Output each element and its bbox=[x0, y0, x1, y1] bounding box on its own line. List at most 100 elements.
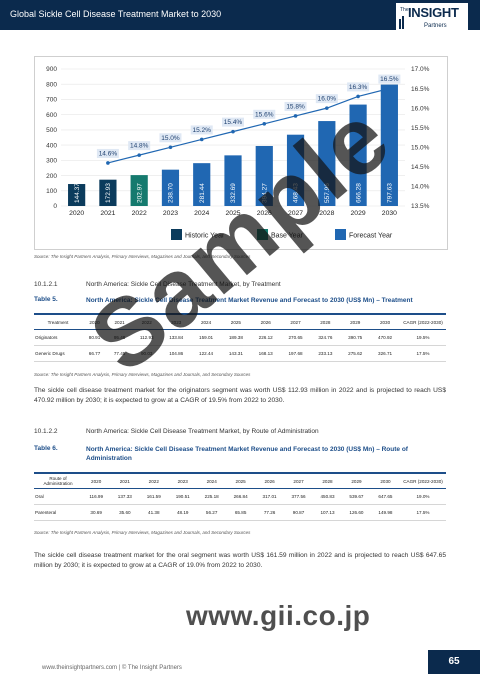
table-cell: 137.33 bbox=[110, 488, 140, 505]
table-cell: 95.48 bbox=[107, 329, 133, 346]
table-row: Oral 116.99 137.33 161.59 190.51 225.18 266.84… bbox=[34, 488, 446, 505]
table-cell: 17.5% bbox=[400, 504, 446, 521]
table-cell: 275.62 bbox=[340, 345, 371, 362]
table-cell: 17.5% bbox=[400, 345, 446, 362]
bar bbox=[349, 104, 367, 206]
row-label: Originators bbox=[34, 329, 82, 346]
bar-value-label: 202.97 bbox=[136, 183, 143, 203]
table-cell: 539.67 bbox=[341, 488, 371, 505]
header-title: Global Sickle Cell Disease Treatment Mar… bbox=[10, 9, 222, 19]
growth-point bbox=[106, 161, 110, 165]
table-cell: 470.92 bbox=[370, 329, 400, 346]
table-cell: 377.56 bbox=[284, 488, 314, 505]
column-header: 2020 bbox=[82, 313, 108, 330]
growth-label-bg bbox=[96, 148, 119, 158]
logo-sub: Partners bbox=[424, 23, 447, 29]
y-tick-label: 900 bbox=[46, 66, 57, 73]
x-tick-label: 2026 bbox=[257, 210, 272, 217]
column-header: 2028 bbox=[310, 313, 341, 330]
column-header: 2024 bbox=[191, 313, 221, 330]
growth-label: 15.4% bbox=[224, 119, 243, 126]
column-header: 2029 bbox=[341, 472, 371, 489]
column-header: 2020 bbox=[82, 472, 111, 489]
bar bbox=[224, 155, 242, 206]
column-header: 2025 bbox=[226, 472, 256, 489]
row-label: Generic Drugs bbox=[34, 345, 82, 362]
growth-label-bg bbox=[128, 141, 151, 151]
y-tick-label: 100 bbox=[46, 188, 57, 195]
x-tick-label: 2020 bbox=[69, 210, 84, 217]
table-cell: 226.12 bbox=[250, 329, 281, 346]
table-cell: 161.59 bbox=[139, 488, 169, 505]
growth-point bbox=[137, 153, 141, 157]
table-cell: 122.44 bbox=[191, 345, 221, 362]
table-source: Source: The Insight Partners Analysis, P… bbox=[34, 530, 251, 535]
growth-point bbox=[293, 114, 298, 118]
column-header: 2022 bbox=[139, 472, 169, 489]
market-chart-svg: 0 100 200 300 400 500 600 700 800 900 13.5% 14.0% 14… bbox=[46, 66, 430, 240]
growth-label: 15.6% bbox=[255, 111, 274, 118]
paragraph: The sickle cell disease treatment market… bbox=[34, 552, 446, 569]
y2-tick-label: 16.0% bbox=[411, 105, 430, 112]
column-header: 2023 bbox=[161, 313, 192, 330]
growth-label-bg bbox=[315, 94, 338, 104]
y-tick-label: 500 bbox=[46, 127, 57, 134]
y2-tick-label: 14.0% bbox=[411, 184, 430, 191]
table-cell: 270.65 bbox=[280, 329, 311, 346]
treatment-table: Treatment 2020 2021 2022 2023 2024 2025 2026 202… bbox=[34, 313, 446, 362]
table-cell: 197.68 bbox=[280, 345, 311, 362]
column-header: CAGR (2022-2030) bbox=[400, 313, 446, 330]
table-row: Originators 80.91 95.48 112.93 133.84 159.01 1… bbox=[34, 329, 446, 346]
column-header: CAGR (2022-2030) bbox=[400, 472, 446, 489]
table-cell: 159.01 bbox=[191, 329, 221, 346]
growth-point bbox=[262, 122, 267, 126]
table-label: Table 6. bbox=[34, 445, 58, 452]
table-label: Table 5. bbox=[34, 296, 58, 303]
table-cell: 19.5% bbox=[400, 329, 446, 346]
growth-label: 16.5% bbox=[380, 76, 399, 83]
row-label: Parenteral bbox=[34, 504, 82, 521]
bar bbox=[68, 184, 86, 206]
x-tick-label: 2023 bbox=[163, 210, 178, 217]
x-tick-label: 2024 bbox=[194, 210, 209, 217]
y2-tick-label: 15.5% bbox=[411, 125, 430, 132]
table-cell: 19.0% bbox=[400, 488, 446, 505]
table-cell: 126.60 bbox=[341, 504, 371, 521]
column-header: 2024 bbox=[197, 472, 227, 489]
table-cell: 317.01 bbox=[255, 488, 285, 505]
table-cell: 116.99 bbox=[82, 488, 111, 505]
bar bbox=[130, 175, 148, 206]
legend-swatch bbox=[257, 229, 268, 240]
column-header: 2023 bbox=[168, 472, 198, 489]
growth-label-bg bbox=[190, 125, 213, 135]
table-cell: 77.26 bbox=[255, 504, 285, 521]
legend-item: Historic Year bbox=[185, 233, 225, 240]
section-number: 10.1.2.2 bbox=[34, 428, 58, 435]
growth-point bbox=[387, 86, 392, 91]
y2-tick-label: 15.0% bbox=[411, 144, 430, 151]
column-header: 2021 bbox=[107, 313, 133, 330]
bar bbox=[161, 169, 180, 206]
column-header: 2022 bbox=[132, 313, 162, 330]
column-header: 2029 bbox=[340, 313, 371, 330]
bar bbox=[286, 134, 305, 206]
table-cell: 112.93 bbox=[132, 329, 162, 346]
table-cell: 66.77 bbox=[82, 345, 108, 362]
insight-partners-logo: The INSIGHT Partners bbox=[396, 3, 468, 37]
logo-brand: INSIGHT bbox=[408, 5, 459, 20]
table-row: Parenteral 30.69 35.60 41.38 48.19 56.27 65.85… bbox=[34, 504, 446, 521]
bar-value-label: 557.96 bbox=[324, 183, 331, 203]
table-cell: 65.85 bbox=[226, 504, 256, 521]
growth-point bbox=[356, 94, 360, 99]
column-header: 2021 bbox=[110, 472, 140, 489]
y-tick-label: 800 bbox=[46, 81, 57, 88]
column-header: 2026 bbox=[255, 472, 285, 489]
logo-mark-icon bbox=[399, 16, 404, 29]
y-tick-label: 300 bbox=[46, 158, 57, 165]
page-number: 65 bbox=[428, 650, 480, 674]
footer-text: www.theinsightpartners.com | © The Insig… bbox=[42, 665, 182, 671]
table-cell: 30.69 bbox=[82, 504, 111, 521]
table-cell: 90.03 bbox=[132, 345, 162, 362]
growth-label: 14.8% bbox=[130, 143, 149, 150]
x-tick-label: 2022 bbox=[132, 210, 147, 217]
